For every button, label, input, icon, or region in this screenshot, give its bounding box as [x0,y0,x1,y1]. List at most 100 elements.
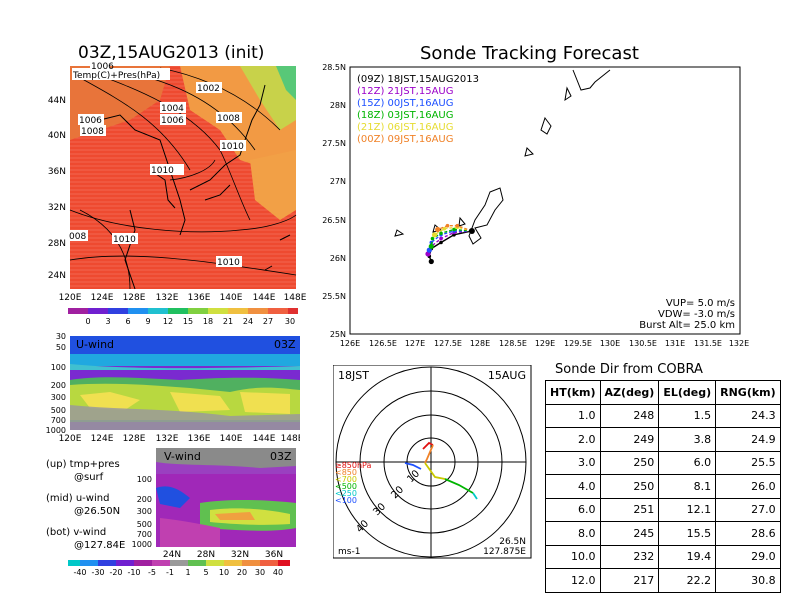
table-cell: 1.0 [545,403,601,428]
vwind-y-ticks: 100 200 300 500 700 1000 [132,475,152,549]
param-vdw: VDW= -3.0 m/s [658,309,735,320]
track-point [439,231,443,236]
pressure-tick: 300 [137,507,152,516]
table-cell: 3.8 [658,427,717,452]
table-row: 10.0 232 19.4 29.0 [545,544,781,569]
table-cell: 27.0 [715,497,781,522]
pressure-tick: 1000 [132,540,152,549]
table-cell: 8.1 [658,474,717,499]
pressure-tick: 300 [51,393,66,402]
table-cell: 6.0 [545,497,601,522]
colorbar-tick: 0 [85,317,90,326]
table-row: 6.0 251 12.1 27.0 [545,497,781,522]
note-line: @26.50N [74,506,121,517]
hodograph-pressure-legend: ≥850hPa <850 <700 <500 <250 <100 [335,461,372,505]
tracking-title: Sonde Tracking Forecast [420,43,639,64]
lon-tick: 140E [220,293,243,303]
colorbar-tick: 5 [203,568,208,577]
lon-tick: 126.5E [369,339,397,348]
table-cell: 12.0 [545,568,601,593]
colorbar-tick: 12 [163,317,173,326]
lon-tick: 120E [59,293,82,303]
hodograph-lat: 26.5N [499,537,526,547]
tracking-lon-ticks: 126E 126.5E 127E 127.5E 128E 128.5E 129E… [340,339,749,348]
table-cell: 232 [599,544,660,569]
colorbar-tick: 3 [105,317,110,326]
wind-colorbar: -40 -30 -20 -10 -5 -1 1 5 10 20 30 40 [68,560,290,577]
track-line [437,224,473,232]
island-outlines [394,69,611,245]
isobar-label: 1010 [217,258,240,268]
map-lat-ticks: 44N 40N 36N 32N 28N 24N [48,96,66,281]
pressure-tick: 1000 [46,426,66,435]
lon-tick: 136E [188,293,211,303]
lat-tick: 24N [163,550,181,560]
uwind-panel: U-wind 03Z 30 50 100 200 300 500 700 100… [46,332,300,444]
lat-tick: 40N [48,131,66,141]
tracking-chart: 28.5N 28N 27.5N 27N 26.5N 26N 25.5N 25N … [322,63,749,348]
temp-colorbar-swatches [68,308,298,314]
lon-tick: 129E [535,339,555,348]
track-point [439,240,443,245]
table-cell: 1.5 [658,403,717,428]
track-line [434,226,473,236]
isobar-label: 1006 [161,116,184,126]
lon-tick: 131E [665,339,685,348]
lat-tick: 25.5N [322,292,346,301]
lon-tick: 124E [91,293,114,303]
track-point [435,226,441,233]
table-cell: 2.0 [545,427,601,452]
lon-tick: 148E [284,293,307,303]
vwind-time: 03Z [270,450,292,463]
lat-tick: 28N [48,239,66,249]
pressure-legend: <500 [335,482,357,491]
pressure-tick: 700 [137,530,152,539]
table-cell: 26.0 [715,474,781,499]
pressure-tick: 100 [137,475,152,484]
uwind-x-ticks: 120E 124E 128E 132E 136E 140E 144E 148E [59,434,300,444]
lon-tick: 136E [188,434,211,444]
table-cell: 24.9 [715,427,781,452]
lon-tick: 128E [123,434,146,444]
table-cell: 248 [599,403,660,428]
table-cell: 15.5 [658,521,717,546]
map-lon-ticks: 120E 124E 128E 132E 136E 140E 144E 148E [59,293,307,303]
table-cell: 250 [599,474,660,499]
table-cell: 29.0 [715,544,781,569]
table-cell: 24.3 [715,403,781,428]
table-cell: 25.5 [715,450,781,475]
lat-tick: 44N [48,96,66,106]
lon-tick: 128.5E [499,339,527,348]
table-cell: 19.4 [658,544,717,569]
table-cell: 217 [599,568,660,593]
colorbar-tick: 10 [219,568,229,577]
table-cell: 22.2 [658,568,717,593]
colorbar-tick: 24 [243,317,253,326]
lon-tick: 128E [123,293,146,303]
legend-entry: (15Z) 00JST,16AUG [357,98,454,109]
table-cell: 30.8 [715,568,781,593]
hodograph-date-label: 15AUG [488,369,526,382]
pressure-tick: 500 [51,406,66,415]
column-header: RNG(km) [715,380,781,405]
pressure-legend: <850 [335,468,357,477]
colorbar-tick: -20 [109,568,122,577]
track-point [452,227,456,232]
param-vup: VUP= 5.0 m/s [666,298,735,309]
track-point [431,232,438,238]
wind-colorbar-swatches [68,560,290,566]
lat-tick: 27N [330,177,346,186]
lon-tick: 126E [340,339,360,348]
lon-tick: 148E [281,434,300,444]
legend-entry: (00Z) 09JST,16AUG [357,134,454,145]
lat-tick: 36N [265,550,283,560]
pressure-legend: <700 [335,475,357,484]
isobar-label: 1010 [151,166,174,176]
cobra-table: HT(km) AZ(deg) EL(deg) RNG(km) 1.0 248 1.5… [545,380,781,593]
tracking-lat-ticks: 28.5N 28N 27.5N 27N 26.5N 26N 25.5N 25N [322,63,346,339]
table-cell: 6.0 [658,450,717,475]
column-header: HT(km) [545,380,601,405]
pressure-legend: ≥850hPa [335,461,372,470]
table-cell: 4.0 [545,474,601,499]
lat-tick: 36N [48,167,66,177]
